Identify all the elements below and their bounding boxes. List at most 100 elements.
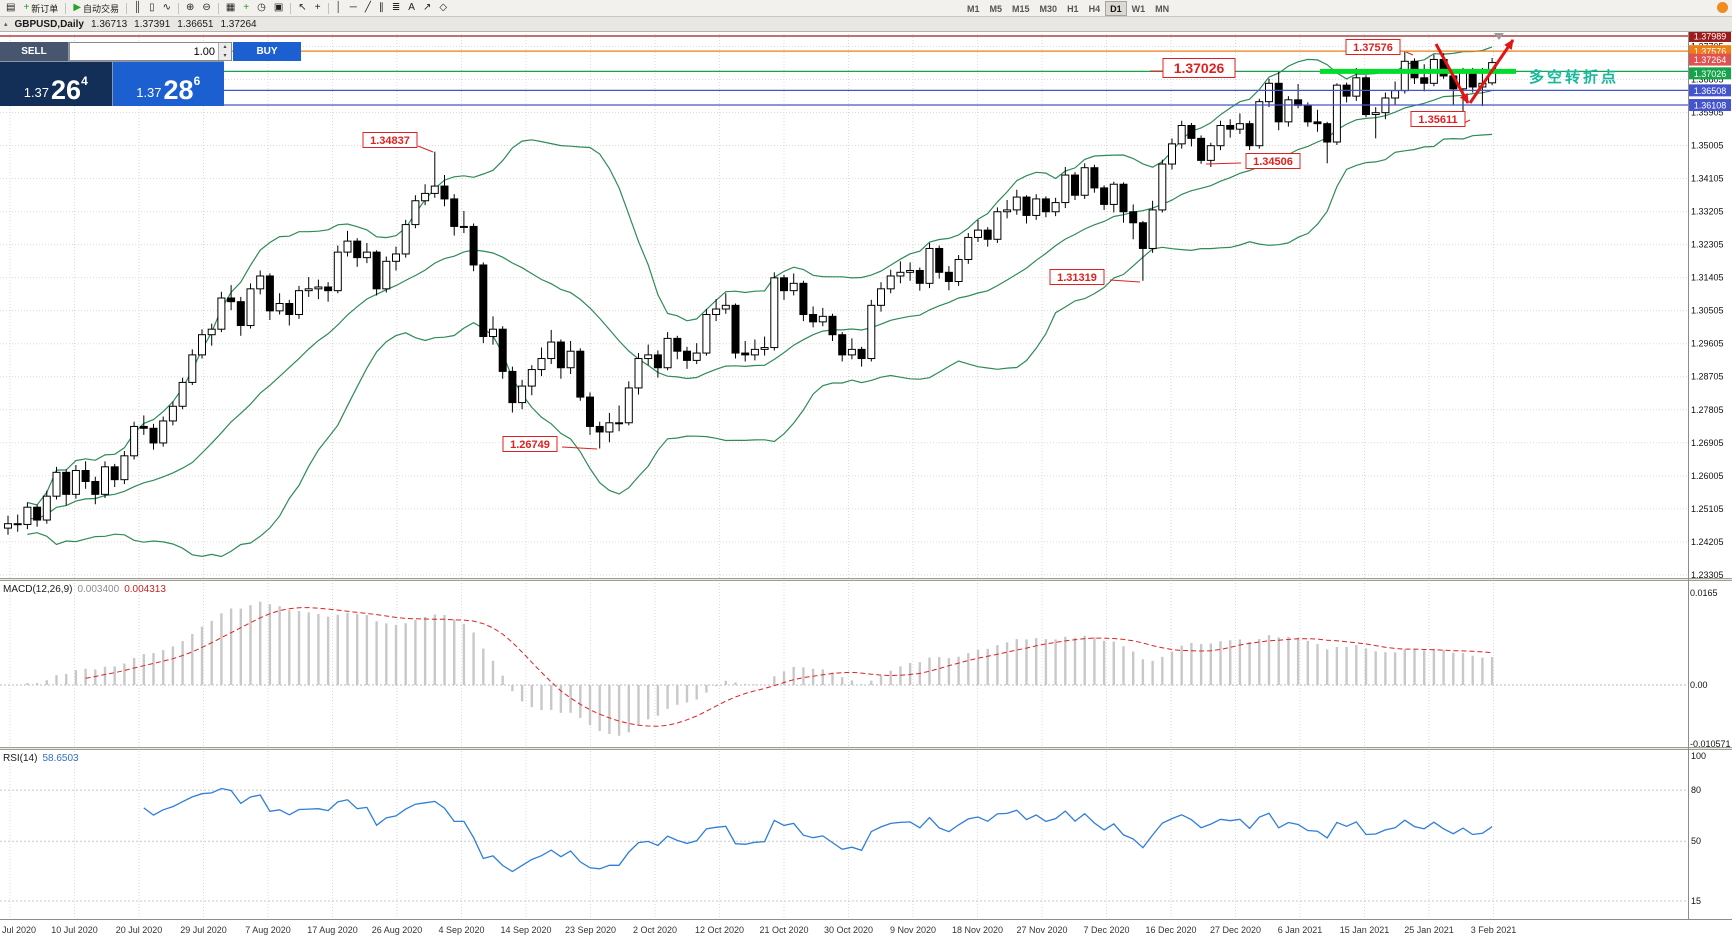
timeframe-m30-button[interactable]: M30 xyxy=(1039,3,1058,14)
zoom-in-button[interactable]: ⊕ xyxy=(182,0,198,16)
buy-button[interactable]: BUY xyxy=(233,42,301,61)
rsi-scale-label: 80 xyxy=(1691,785,1701,795)
date-label: 29 Jul 2020 xyxy=(180,925,227,935)
chart-shift-marker-icon xyxy=(1494,33,1504,40)
date-label: Jul 2020 xyxy=(2,925,36,935)
chart-symbol-title: GBPUSD,Daily xyxy=(14,18,84,30)
trend-arrow[interactable] xyxy=(1468,39,1515,104)
date-label: 27 Dec 2020 xyxy=(1210,925,1261,935)
shapes-icon: ◇ xyxy=(439,2,448,13)
crosshair-button[interactable]: + xyxy=(311,0,325,16)
shapes-button[interactable]: ◇ xyxy=(435,0,451,16)
price-scale-label: 1.36805 xyxy=(1691,74,1724,84)
bar-chart-button[interactable]: ║ xyxy=(130,0,145,16)
bollinger-lower-line xyxy=(27,133,1493,558)
cursor-button[interactable]: ↖ xyxy=(294,0,310,16)
zoom-out-button[interactable]: ⊖ xyxy=(198,0,214,16)
price-scale-label: 1.35905 xyxy=(1691,107,1724,117)
toolbar-separator xyxy=(126,2,128,14)
candlestick-chart-icon: ▯ xyxy=(149,2,155,13)
trend-arrow[interactable] xyxy=(1434,43,1470,104)
fibonacci-button[interactable]: ≣ xyxy=(388,0,404,16)
vertical-line-icon: │ xyxy=(335,2,342,13)
date-label: 7 Dec 2020 xyxy=(1083,925,1129,935)
timeframe-m1-button[interactable]: M1 xyxy=(967,3,980,14)
svg-text:1.31319: 1.31319 xyxy=(1057,272,1097,284)
date-label: 6 Jan 2021 xyxy=(1278,925,1323,935)
timeframe-m5-button[interactable]: M5 xyxy=(989,3,1003,14)
collapse-icon[interactable]: ▴ xyxy=(4,21,8,28)
timeframe-mn-button[interactable]: MN xyxy=(1155,3,1170,14)
trendline-icon: ╱ xyxy=(364,2,371,13)
panel-separator[interactable] xyxy=(0,747,1732,750)
chart-window-titlebar: ▴ GBPUSD,Daily 1.36713 1.37391 1.36651 1… xyxy=(0,17,1732,32)
date-label: 21 Oct 2020 xyxy=(759,925,808,935)
price-annotation[interactable]: 1.37576 xyxy=(1345,39,1414,56)
ohlc-close: 1.37264 xyxy=(220,18,257,30)
price-scale-label: 1.29605 xyxy=(1691,339,1724,349)
svg-text:1.37264: 1.37264 xyxy=(1694,55,1727,65)
trendline-button[interactable]: ╱ xyxy=(361,0,375,16)
arrows-tool-button[interactable]: ↗ xyxy=(419,0,435,16)
price-scale-label: 1.31405 xyxy=(1691,273,1724,283)
new-order-button-label: 新订单 xyxy=(31,3,59,14)
date-label: 9 Nov 2020 xyxy=(890,925,936,935)
candlestick-chart-button[interactable]: ▯ xyxy=(145,0,159,16)
price-annotation[interactable]: 1.31319 xyxy=(1049,269,1141,285)
sell-price-big: 26 xyxy=(51,75,82,105)
volume-input[interactable] xyxy=(70,43,218,60)
sell-price-prefix: 1.37 xyxy=(23,85,50,100)
sell-button[interactable]: SELL xyxy=(0,42,68,61)
toolbar-separator xyxy=(217,2,219,14)
periods-button[interactable]: ◷ xyxy=(253,0,270,16)
ohlc-open: 1.36713 xyxy=(90,18,128,30)
note-text[interactable]: 多空转折点 xyxy=(1529,68,1619,86)
price-annotation[interactable]: 1.26749 xyxy=(502,436,598,452)
price-annotation[interactable]: 1.35611 xyxy=(1410,111,1471,127)
timeframe-d1-button[interactable]: D1 xyxy=(1105,1,1127,16)
community-icon[interactable] xyxy=(1717,2,1728,13)
timeframe-w1-button[interactable]: W1 xyxy=(1131,3,1146,14)
autotrading-button[interactable]: ▶ 自动交易 xyxy=(69,0,123,16)
templates-button[interactable]: ▣ xyxy=(270,0,287,16)
ohlc-low: 1.36651 xyxy=(177,18,214,30)
text-label-icon: A xyxy=(408,2,415,13)
price-scale-label: 1.24205 xyxy=(1691,537,1724,547)
price-scale-label: 1.34105 xyxy=(1691,174,1724,184)
timeframe-m15-button[interactable]: M15 xyxy=(1012,3,1030,14)
timeframe-h4-button[interactable]: H4 xyxy=(1088,3,1101,14)
time-axis[interactable] xyxy=(0,919,1732,940)
text-label-button[interactable]: A xyxy=(404,0,419,16)
timeframe-h1-button[interactable]: H1 xyxy=(1067,3,1079,14)
templates-icon: ▣ xyxy=(273,2,284,13)
panel-separator[interactable] xyxy=(0,578,1732,581)
horizontal-line-button[interactable]: ─ xyxy=(346,0,361,16)
macd-signal-line xyxy=(85,607,1493,727)
line-chart-button[interactable]: ∿ xyxy=(159,0,175,16)
main-toolbar: ▤ + 新订单 ▶ 自动交易 ║ ▯ ∿ ⊕ ⊖ ▦ + ◷ ▣ ↖ + │ ─ ╱ ∥ ≣ A ↗ ◇ M1 M5 M15 M30 H… xyxy=(0,0,1732,17)
bollinger-middle-line xyxy=(27,90,1493,520)
new-chart-button[interactable]: ▤ xyxy=(2,0,19,16)
indicators-button[interactable]: + xyxy=(239,0,253,16)
buy-price-button[interactable]: 1.37 28 6 xyxy=(112,62,224,106)
sell-price-button[interactable]: 1.37 26 4 xyxy=(0,62,112,106)
volume-up-button[interactable]: ▴ xyxy=(219,43,231,52)
buy-price-prefix: 1.37 xyxy=(136,85,162,100)
price-annotation[interactable]: 1.34506 xyxy=(1205,153,1301,169)
date-label: 7 Aug 2020 xyxy=(245,925,291,935)
price-scale[interactable] xyxy=(1688,31,1732,919)
fibonacci-icon: ≣ xyxy=(391,2,401,13)
svg-text:1.26749: 1.26749 xyxy=(510,439,550,451)
equidistant-channel-button[interactable]: ∥ xyxy=(375,0,388,16)
volume-down-button[interactable]: ▾ xyxy=(219,51,231,60)
zoom-out-icon: ⊖ xyxy=(202,2,211,13)
new-order-button[interactable]: + 新订单 xyxy=(19,0,62,16)
tile-windows-button[interactable]: ▦ xyxy=(222,0,239,16)
bollinger-upper-line xyxy=(27,46,1493,506)
price-annotation[interactable]: 1.37026 xyxy=(1150,58,1236,78)
price-annotation[interactable]: 1.34837 xyxy=(362,132,434,153)
svg-text:1.37576: 1.37576 xyxy=(1353,42,1393,54)
vertical-line-button[interactable]: │ xyxy=(332,0,346,16)
svg-text:1.34837: 1.34837 xyxy=(370,135,410,147)
